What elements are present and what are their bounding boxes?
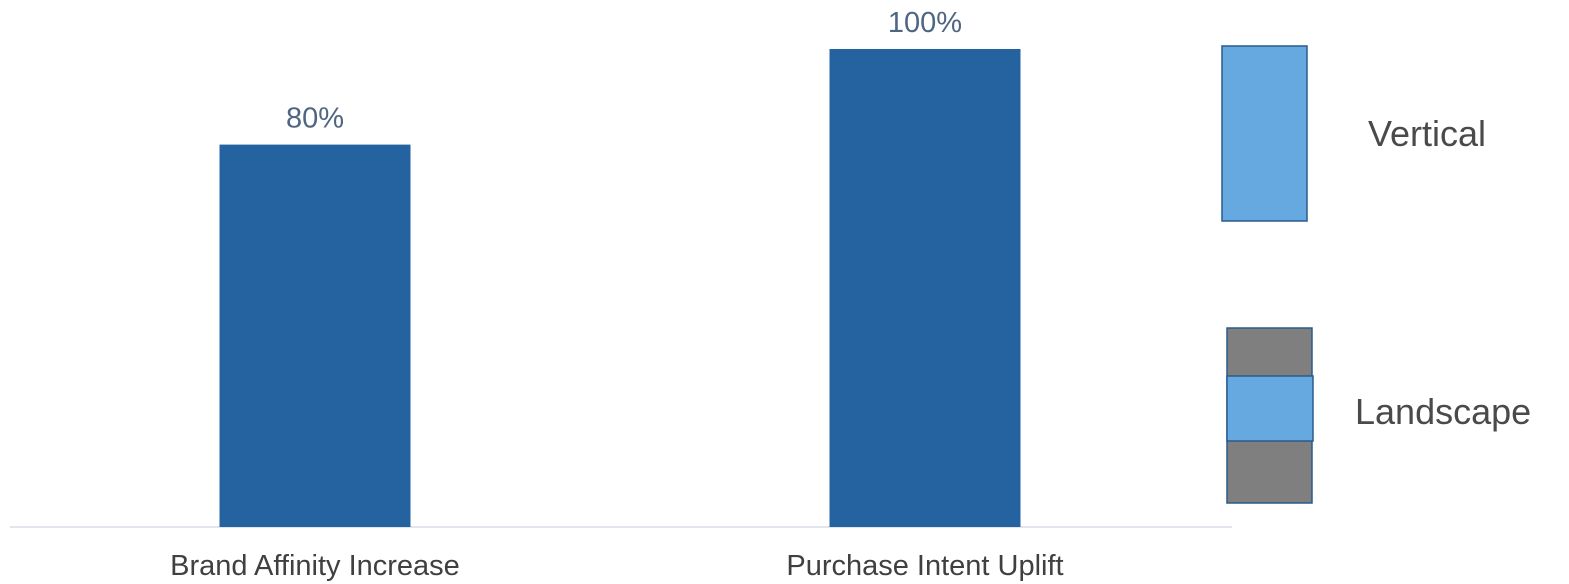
bars <box>219 49 1021 527</box>
legend: Vertical Landscape <box>1221 45 1531 504</box>
legend-label-landscape: Landscape <box>1355 391 1531 432</box>
data-label-2: 100% <box>888 7 962 39</box>
category-label-2: Purchase Intent Uplift <box>786 550 1063 582</box>
plot-area: 80% 100% Brand Affinity Increase Purchase … <box>10 7 1232 582</box>
bar-2 <box>829 49 1021 527</box>
vertical-format-swatch <box>1221 45 1308 222</box>
vertical-format-icon <box>1221 45 1308 222</box>
landscape-format-icon <box>1226 327 1314 504</box>
landscape-format-swatch <box>1226 375 1314 442</box>
legend-label-vertical: Vertical <box>1368 113 1486 154</box>
bar-1 <box>219 144 411 527</box>
category-label-1: Brand Affinity Increase <box>170 550 460 582</box>
data-label-1: 80% <box>286 103 344 135</box>
value-labels: 80% 100% <box>286 7 962 135</box>
category-labels: Brand Affinity Increase Purchase Intent U… <box>170 550 1063 582</box>
